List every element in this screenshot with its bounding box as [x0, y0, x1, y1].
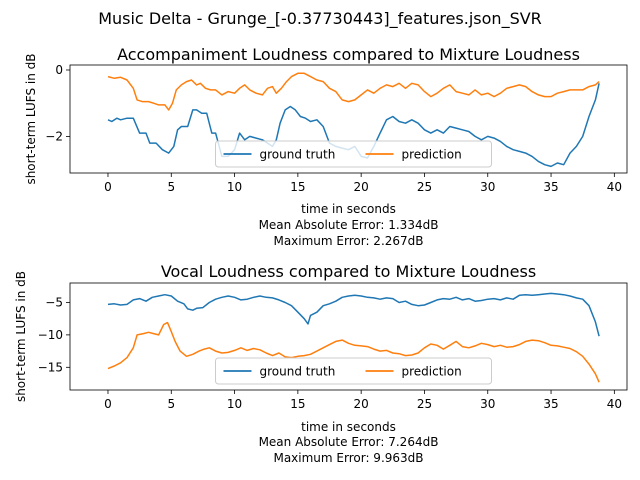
x-tick-label: 25	[417, 397, 432, 411]
x-tick-label: 35	[543, 180, 558, 194]
series-line-ground-truth	[107, 292, 600, 337]
x-tick-label: 25	[417, 180, 432, 194]
error-stat: Mean Absolute Error: 1.334dB	[259, 218, 439, 232]
y-tick-label: −5	[45, 295, 63, 309]
y-tick-label: −10	[38, 328, 63, 342]
y-axis-label: short-term LUFS in dB	[24, 53, 38, 184]
series-line-prediction	[107, 72, 600, 111]
x-tick-label: 0	[104, 397, 112, 411]
x-tick-label: 35	[543, 397, 558, 411]
series-line-prediction	[107, 321, 600, 383]
legend-box	[215, 357, 492, 385]
legend-label: ground truth	[260, 365, 336, 379]
x-tick-label: 5	[167, 180, 175, 194]
chart-title: Vocal Loudness compared to Mixture Loudn…	[161, 262, 536, 281]
figure-suptitle: Music Delta - Grunge_[-0.37730443]_featu…	[98, 9, 542, 29]
x-tick-label: 20	[354, 397, 369, 411]
legend-label: prediction	[402, 148, 462, 162]
x-axis-label: time in seconds	[301, 202, 396, 216]
x-tick-label: 0	[104, 180, 112, 194]
chart-title: Accompaniment Loudness compared to Mixtu…	[117, 45, 580, 64]
y-tick-label: −15	[38, 360, 63, 374]
x-tick-label: 15	[290, 397, 305, 411]
x-tick-label: 10	[227, 180, 242, 194]
legend-box	[215, 140, 492, 168]
x-tick-label: 15	[290, 180, 305, 194]
axes-frame	[69, 64, 628, 174]
legend-label: ground truth	[260, 148, 336, 162]
y-axis-label: short-term LUFS in dB	[14, 271, 28, 402]
legend: ground truth prediction	[215, 357, 492, 385]
error-stat: Maximum Error: 2.267dB	[273, 234, 423, 248]
x-tick-label: 10	[227, 397, 242, 411]
x-tick-label: 5	[167, 397, 175, 411]
x-tick-label: 40	[607, 397, 622, 411]
x-tick-label: 40	[607, 180, 622, 194]
subplot-1: Accompaniment Loudness compared to Mixtu…	[24, 45, 628, 248]
legend-label: prediction	[402, 365, 462, 379]
y-tick-label: −2	[45, 129, 63, 143]
error-stat: Mean Absolute Error: 7.264dB	[259, 435, 439, 449]
subplot-2: Vocal Loudness compared to Mixture Loudn…	[14, 262, 628, 465]
error-stat: Maximum Error: 9.963dB	[273, 451, 423, 465]
x-tick-label: 30	[480, 397, 495, 411]
x-tick-label: 30	[480, 180, 495, 194]
x-tick-label: 20	[354, 180, 369, 194]
x-axis-label: time in seconds	[301, 420, 396, 434]
axes-frame	[69, 282, 628, 391]
legend: ground truth prediction	[215, 140, 492, 168]
y-tick-label: 0	[55, 63, 63, 77]
